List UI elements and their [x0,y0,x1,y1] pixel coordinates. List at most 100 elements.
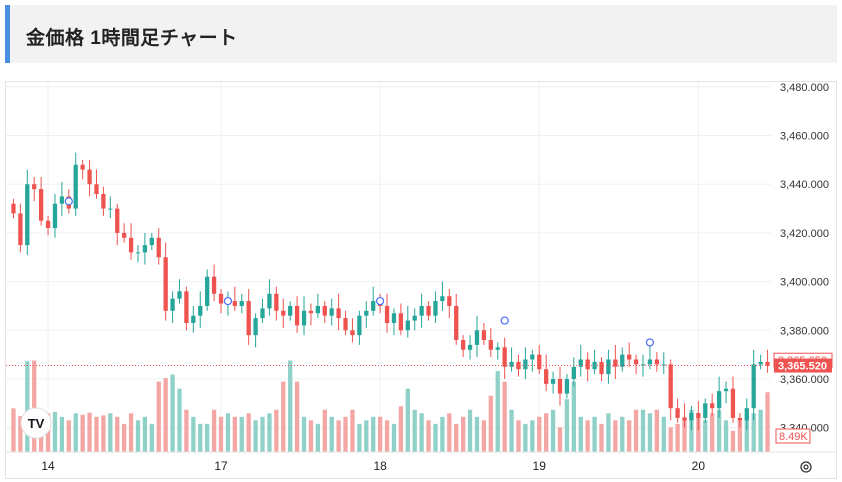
candle-body [184,291,189,323]
candle-body [682,417,687,421]
candle-body [11,203,16,214]
volume-bar [115,416,120,452]
volume-bar [613,420,618,452]
candle-body [142,245,148,253]
candle-body [530,354,535,360]
volume-bars [11,360,770,452]
candle-body [128,237,134,253]
volume-bar [288,360,293,452]
volume-bar [101,415,106,452]
volume-bar [232,416,237,452]
volume-bar [620,416,625,452]
gear-icon[interactable] [800,461,812,473]
candle-body [343,318,348,331]
volume-bar [239,416,244,452]
candle-body [301,310,307,326]
volume-bar [509,409,514,452]
volume-bar [654,409,659,452]
volume-bar [544,413,549,452]
candle-body [599,361,604,375]
candle-body [668,364,673,409]
candle-body [758,361,763,365]
volume-bar [142,416,148,452]
chart-panel[interactable]: TV 3,340.0003,360.0003,380.0003,400.0003… [5,81,837,479]
volume-bar [557,427,563,452]
volume-bar [364,420,369,452]
candle-body [371,301,376,311]
volume-bar [315,423,321,452]
volume-bar [460,416,466,452]
candle-body [710,403,715,409]
volume-bar [274,409,279,452]
volume-bar [80,414,85,452]
volume-bar [689,409,694,452]
candle-body [412,315,417,321]
volume-bar [398,406,404,452]
candle-body [267,293,272,309]
event-marker-icon [500,316,509,325]
candle-body [364,310,369,316]
candle-body [550,378,556,384]
volume-bar [710,413,715,452]
candle-body [218,293,224,304]
y-tick-label: 3,420.000 [780,228,829,240]
candle-body [557,378,563,394]
candles-layer [11,152,770,431]
volume-bar [357,423,362,452]
candle-body [384,305,390,323]
candle-body [460,340,466,350]
volume-bar [412,409,417,452]
candle-body [253,318,258,336]
candle-body [122,232,127,238]
candle-body [606,359,611,375]
candle-body [329,308,334,316]
candle-body [94,184,99,194]
candle-body [516,361,521,370]
candle-body [640,364,646,366]
candle-body [32,184,37,190]
volume-bar [170,374,175,452]
candle-body [509,361,514,367]
candle-body [495,347,500,350]
candle-body [87,169,92,185]
candle-body [454,305,459,341]
volume-bar [149,423,154,452]
candle-body [398,313,404,331]
candle-body [765,361,770,366]
volume-bar [599,423,604,452]
volume-bar [537,416,542,452]
candle-body [675,408,680,418]
tradingview-logo-icon: TV [28,416,45,431]
candle-body [419,305,424,316]
volume-bar [184,409,189,452]
candle-body [45,220,51,229]
volume-bar [377,416,383,452]
candlestick-chart[interactable]: TV 3,340.0003,360.0003,380.0003,400.0003… [6,82,836,478]
volume-bar [737,420,743,452]
volume-bar [108,413,113,452]
candle-body [288,305,293,316]
volume-bar [128,413,134,452]
x-tick-label: 18 [373,459,387,473]
candle-body [315,305,321,314]
y-axis: 3,340.0003,360.0003,380.0003,400.0003,42… [773,82,833,444]
y-tick-label: 3,360.000 [780,374,829,386]
candle-body [73,164,78,209]
overlay-layer: TV [6,197,771,439]
candle-body [357,315,362,336]
volume-bar [329,416,334,452]
volume-bar [502,381,507,452]
candle-body [564,378,570,394]
y-tick-label: 3,400.000 [780,277,829,289]
candle-body [80,164,85,170]
candle-body [620,354,625,367]
candle-body [585,359,590,370]
volume-bar [633,409,639,452]
gear-icon[interactable] [803,464,809,470]
volume-bar [640,409,646,452]
volume-bar [405,388,410,452]
candle-body [18,213,23,246]
volume-bar [122,423,127,452]
volume-bar [578,416,583,452]
candle-body [294,305,300,326]
